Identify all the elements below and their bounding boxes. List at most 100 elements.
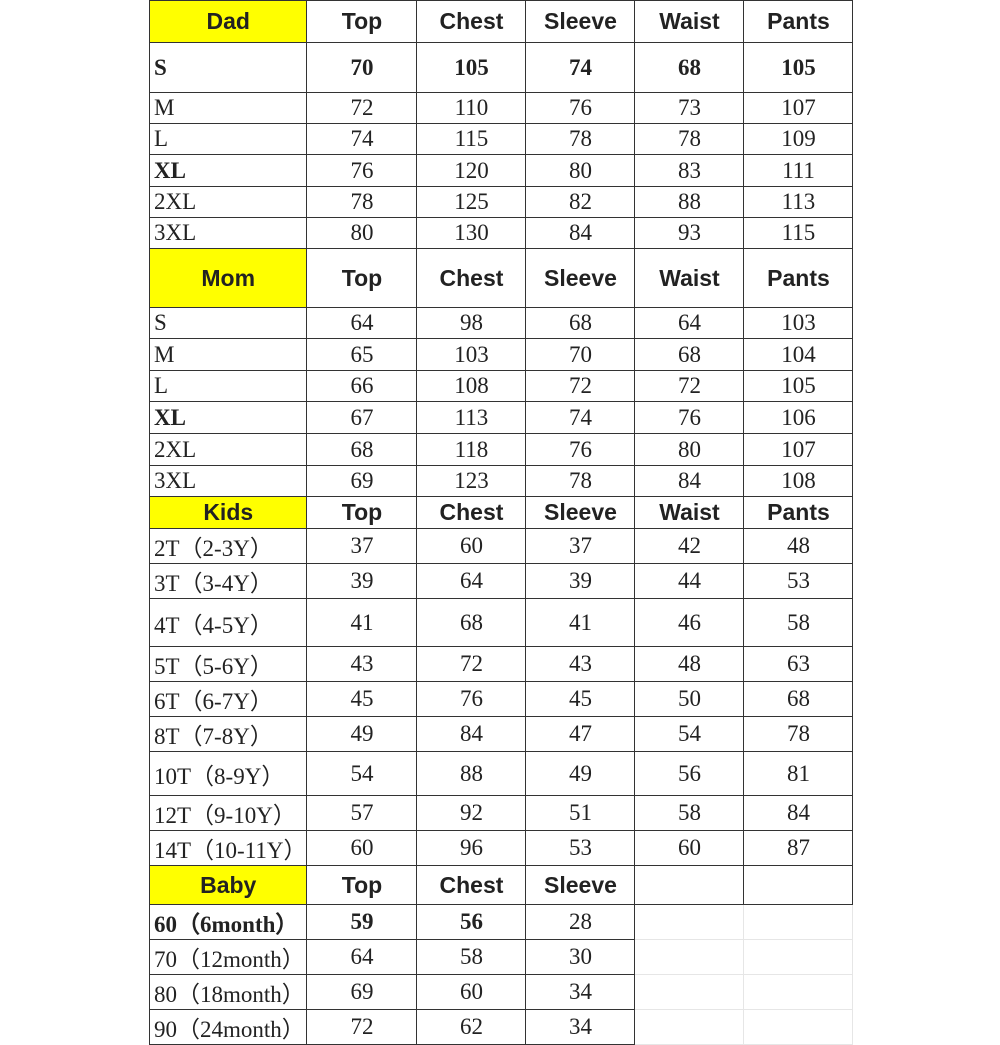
table-row: 5T（5-6Y） 43 72 43 48 63 xyxy=(148,646,854,682)
measurement-cell: 49 xyxy=(306,716,418,752)
measurement-cell: 62 xyxy=(416,1009,527,1045)
measurement-cell: 58 xyxy=(634,795,745,831)
measurement-cell: 68 xyxy=(743,681,854,717)
table-row: 70（12month） 64 58 30 xyxy=(148,939,854,975)
column-header: Pants xyxy=(743,0,854,43)
table-row: L 74 115 78 78 109 xyxy=(148,123,854,155)
column-header: Chest xyxy=(416,0,527,43)
size-label: 5T（5-6Y） xyxy=(148,646,308,682)
measurement-cell: 76 xyxy=(306,154,418,187)
measurement-cell: 78 xyxy=(743,716,854,752)
size-label: S xyxy=(148,307,308,339)
measurement-cell: 72 xyxy=(306,92,418,124)
section-header-baby: Baby Top Chest Sleeve xyxy=(148,865,854,905)
measurement-cell: 72 xyxy=(634,370,745,402)
size-chart-table: Dad Top Chest Sleeve Waist Pants S 70 105 74 68 105… xyxy=(148,0,854,1045)
measurement-cell: 63 xyxy=(743,646,854,682)
measurement-cell: 67 xyxy=(306,401,418,434)
size-label: 6T（6-7Y） xyxy=(148,681,308,717)
measurement-cell: 34 xyxy=(525,1009,636,1045)
measurement-cell: 57 xyxy=(306,795,418,831)
measurement-cell: 68 xyxy=(634,338,745,371)
measurement-cell: 78 xyxy=(634,123,745,155)
section-header-mom: Mom Top Chest Sleeve Waist Pants xyxy=(148,248,854,308)
column-header: Chest xyxy=(416,248,527,308)
size-label: M xyxy=(148,92,308,124)
measurement-cell xyxy=(634,939,745,975)
measurement-cell: 64 xyxy=(306,939,418,975)
measurement-cell: 108 xyxy=(416,370,527,402)
measurement-cell: 78 xyxy=(525,123,636,155)
table-row: 2XL 68 118 76 80 107 xyxy=(148,433,854,466)
table-row: 8T（7-8Y） 49 84 47 54 78 xyxy=(148,716,854,752)
measurement-cell: 53 xyxy=(743,563,854,599)
table-row: 6T（6-7Y） 45 76 45 50 68 xyxy=(148,681,854,717)
measurement-cell: 28 xyxy=(525,904,636,940)
measurement-cell: 66 xyxy=(306,370,418,402)
measurement-cell xyxy=(743,1009,854,1045)
measurement-cell: 48 xyxy=(743,528,854,564)
column-header: Pants xyxy=(743,248,854,308)
table-row: M 65 103 70 68 104 xyxy=(148,338,854,371)
table-row: XL 76 120 80 83 111 xyxy=(148,154,854,187)
size-label: 3T（3-4Y） xyxy=(148,563,308,599)
table-row: 3T（3-4Y） 39 64 39 44 53 xyxy=(148,563,854,599)
measurement-cell: 72 xyxy=(525,370,636,402)
measurement-cell: 106 xyxy=(743,401,854,434)
measurement-cell: 83 xyxy=(634,154,745,187)
measurement-cell: 60 xyxy=(416,528,527,564)
measurement-cell: 68 xyxy=(634,42,745,93)
measurement-cell: 74 xyxy=(525,401,636,434)
measurement-cell xyxy=(743,974,854,1010)
measurement-cell: 74 xyxy=(525,42,636,93)
table-row: M 72 110 76 73 107 xyxy=(148,92,854,124)
measurement-cell: 60 xyxy=(306,830,418,866)
measurement-cell: 113 xyxy=(743,186,854,218)
column-header: Top xyxy=(306,0,418,43)
measurement-cell: 65 xyxy=(306,338,418,371)
measurement-cell: 105 xyxy=(743,370,854,402)
measurement-cell: 68 xyxy=(306,433,418,466)
measurement-cell: 109 xyxy=(743,123,854,155)
measurement-cell: 68 xyxy=(525,307,636,339)
measurement-cell: 73 xyxy=(634,92,745,124)
measurement-cell: 110 xyxy=(416,92,527,124)
measurement-cell: 125 xyxy=(416,186,527,218)
measurement-cell: 47 xyxy=(525,716,636,752)
measurement-cell: 42 xyxy=(634,528,745,564)
column-header xyxy=(743,865,854,905)
measurement-cell: 46 xyxy=(634,598,745,647)
size-label: 2XL xyxy=(148,433,308,466)
measurement-cell: 58 xyxy=(743,598,854,647)
measurement-cell: 76 xyxy=(416,681,527,717)
measurement-cell: 44 xyxy=(634,563,745,599)
measurement-cell: 37 xyxy=(525,528,636,564)
measurement-cell: 41 xyxy=(525,598,636,647)
measurement-cell: 105 xyxy=(743,42,854,93)
size-label: L xyxy=(148,370,308,402)
size-label: 90（24month） xyxy=(148,1009,308,1045)
table-row: XL 67 113 74 76 106 xyxy=(148,401,854,434)
column-header: Chest xyxy=(416,865,527,905)
measurement-cell: 105 xyxy=(416,42,527,93)
measurement-cell: 87 xyxy=(743,830,854,866)
measurement-cell: 88 xyxy=(416,751,527,796)
measurement-cell: 51 xyxy=(525,795,636,831)
measurement-cell: 64 xyxy=(306,307,418,339)
measurement-cell: 70 xyxy=(306,42,418,93)
column-header: Sleeve xyxy=(525,865,636,905)
column-header: Waist xyxy=(634,0,745,43)
measurement-cell: 115 xyxy=(416,123,527,155)
measurement-cell: 130 xyxy=(416,217,527,249)
measurement-cell: 56 xyxy=(634,751,745,796)
measurement-cell: 37 xyxy=(306,528,418,564)
measurement-cell: 70 xyxy=(525,338,636,371)
size-label: 60（6month） xyxy=(148,904,308,940)
measurement-cell: 69 xyxy=(306,974,418,1010)
measurement-cell: 39 xyxy=(306,563,418,599)
measurement-cell: 60 xyxy=(416,974,527,1010)
column-header: Top xyxy=(306,496,418,529)
table-row: S 70 105 74 68 105 xyxy=(148,42,854,93)
measurement-cell: 78 xyxy=(525,465,636,497)
measurement-cell: 113 xyxy=(416,401,527,434)
